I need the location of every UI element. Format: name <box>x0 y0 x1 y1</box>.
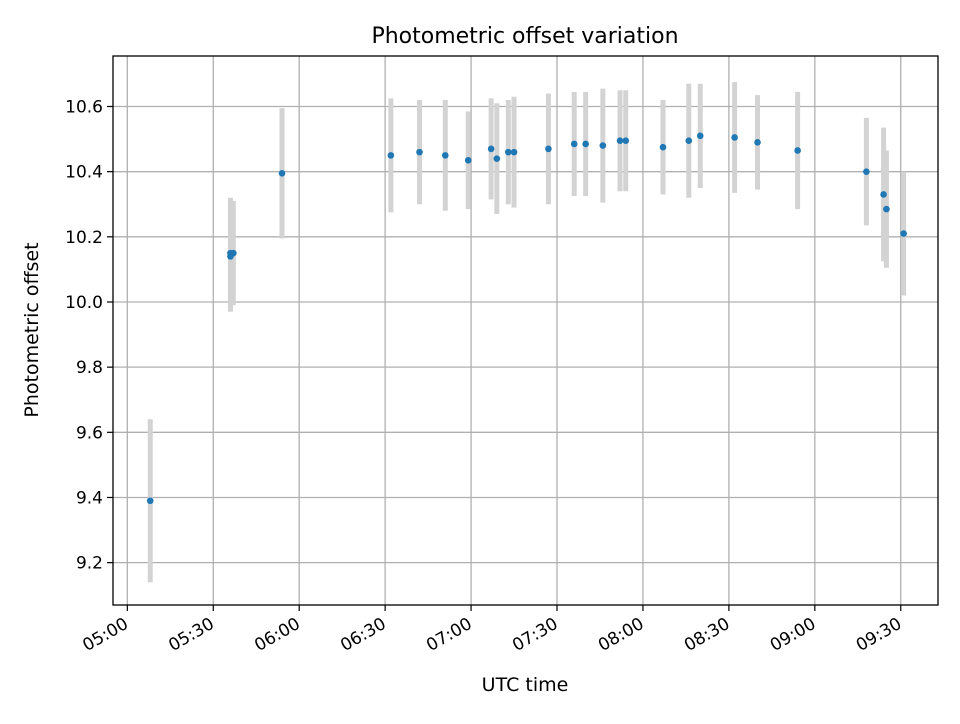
y-tick-label: 10.6 <box>65 98 103 118</box>
data-point <box>505 148 512 156</box>
data-point <box>900 230 907 237</box>
x-axis-label: UTC time <box>482 674 569 696</box>
data-point <box>599 142 607 149</box>
data-point <box>731 134 738 141</box>
x-tick-label: 05:00 <box>79 614 131 656</box>
data-point <box>696 132 704 140</box>
axes <box>112 55 939 606</box>
x-tick-label: 09:00 <box>767 614 819 656</box>
x-tick-label: 07:30 <box>509 614 561 656</box>
data-points <box>146 132 907 505</box>
x-tick-label: 09:30 <box>853 614 905 656</box>
data-point <box>863 168 870 175</box>
y-axis-ticks: 9.2 9.4 9.6 9.8 10.0 10.2 10.4 10.6 <box>65 98 113 574</box>
data-point <box>387 152 395 159</box>
x-tick-label: 05:30 <box>165 614 217 656</box>
y-tick-label: 9.2 <box>76 554 103 574</box>
y-tick-label: 9.8 <box>76 358 103 378</box>
data-point <box>441 152 449 159</box>
y-axis-label: Photometric offset <box>21 242 43 417</box>
data-point <box>416 148 423 156</box>
x-axis-ticks: 05:00 05:30 06:00 06:30 07:00 07:30 08:00 08:30… <box>79 605 905 656</box>
x-tick-label: 06:30 <box>337 614 389 656</box>
data-point <box>278 169 286 177</box>
data-point <box>582 140 589 148</box>
y-tick-label: 9.6 <box>76 423 103 443</box>
data-point <box>754 139 761 146</box>
x-tick-label: 06:00 <box>251 614 303 656</box>
x-tick-label: 07:00 <box>423 614 475 656</box>
y-tick-label: 10.2 <box>65 228 103 248</box>
data-point <box>685 137 693 145</box>
error-bars <box>147 82 907 583</box>
data-point <box>794 147 801 154</box>
y-tick-label: 9.4 <box>76 488 103 508</box>
data-point <box>880 191 887 198</box>
data-point <box>616 137 624 145</box>
data-point <box>493 155 501 162</box>
data-point <box>659 143 667 151</box>
x-tick-label: 08:30 <box>681 614 733 656</box>
data-point <box>230 249 237 257</box>
data-point <box>545 145 552 153</box>
data-point <box>622 137 630 145</box>
data-point <box>146 497 154 505</box>
y-tick-label: 10.4 <box>65 163 103 183</box>
data-point <box>487 145 495 153</box>
grid <box>113 56 938 605</box>
plot-frame <box>112 55 939 606</box>
chart-title: Photometric offset variation <box>371 24 678 49</box>
y-tick-label: 10.0 <box>65 293 103 313</box>
x-tick-label: 08:00 <box>595 614 647 656</box>
data-point <box>570 140 578 148</box>
data-point <box>464 156 472 164</box>
data-point <box>883 205 890 213</box>
data-point <box>510 148 518 156</box>
